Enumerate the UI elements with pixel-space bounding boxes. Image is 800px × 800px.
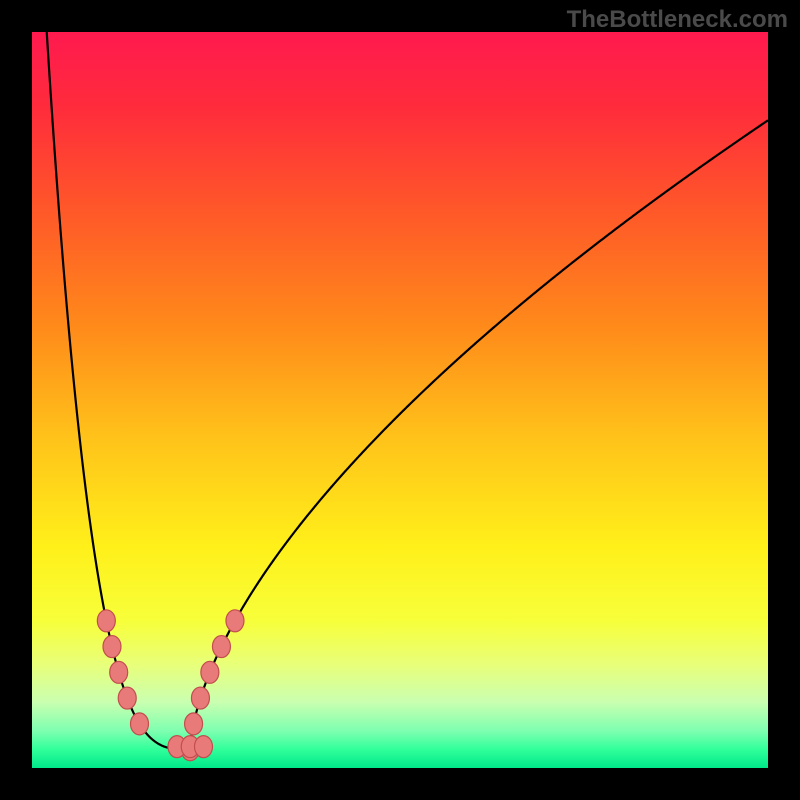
- gradient-background: [32, 32, 768, 768]
- chart-frame: TheBottleneck.com: [0, 0, 800, 800]
- data-marker: [97, 610, 115, 632]
- watermark-text: TheBottleneck.com: [567, 6, 788, 34]
- data-marker: [110, 661, 128, 683]
- plot-area: [32, 32, 768, 768]
- data-marker: [226, 610, 244, 632]
- data-marker: [185, 713, 203, 735]
- data-marker: [201, 661, 219, 683]
- data-marker: [212, 636, 230, 658]
- data-marker: [191, 687, 209, 709]
- data-marker: [194, 736, 212, 758]
- data-marker: [118, 687, 136, 709]
- data-marker: [131, 713, 149, 735]
- plot-svg: [32, 32, 768, 768]
- data-marker: [103, 636, 121, 658]
